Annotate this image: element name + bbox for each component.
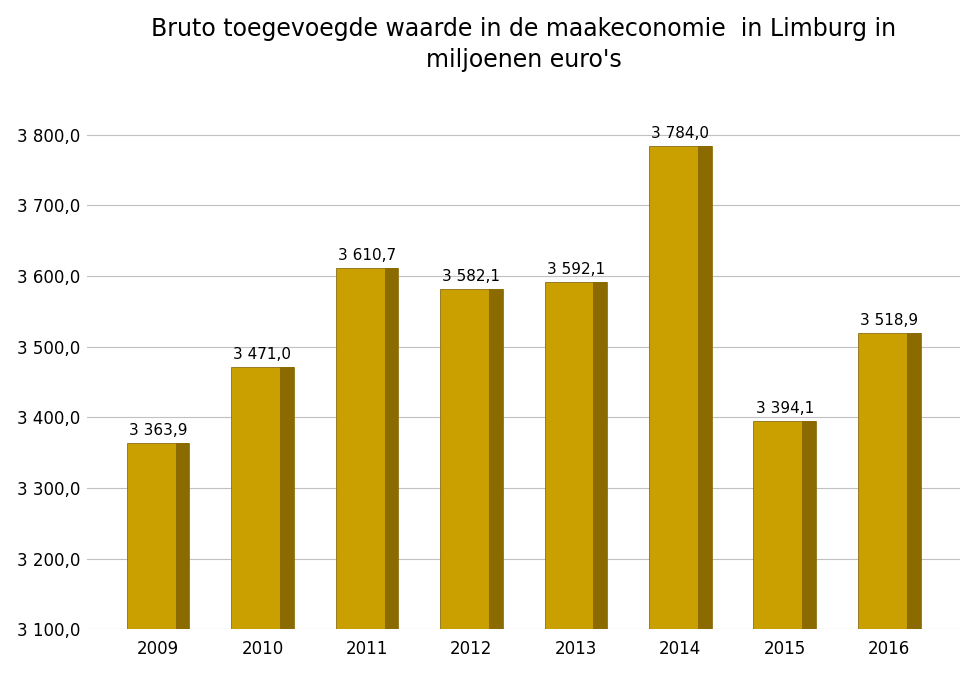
Bar bbox=[488, 289, 503, 629]
Bar bbox=[649, 146, 711, 629]
Text: 3 784,0: 3 784,0 bbox=[652, 126, 709, 141]
Bar bbox=[753, 421, 816, 629]
Text: 3 610,7: 3 610,7 bbox=[338, 248, 396, 263]
Bar bbox=[127, 443, 190, 629]
Title: Bruto toegevoegde waarde in de maakeconomie  in Limburg in
miljoenen euro's: Bruto toegevoegde waarde in de maakecono… bbox=[151, 17, 896, 72]
Bar bbox=[698, 146, 711, 629]
Bar bbox=[802, 421, 816, 629]
Bar bbox=[544, 281, 608, 629]
Bar bbox=[232, 367, 294, 629]
Bar bbox=[280, 367, 294, 629]
Text: 3 363,9: 3 363,9 bbox=[129, 423, 188, 438]
Bar bbox=[440, 289, 503, 629]
Text: 3 582,1: 3 582,1 bbox=[443, 269, 500, 284]
Bar bbox=[858, 333, 920, 629]
Text: 3 471,0: 3 471,0 bbox=[234, 347, 291, 362]
Bar bbox=[385, 269, 399, 629]
Bar bbox=[593, 281, 608, 629]
Bar bbox=[907, 333, 920, 629]
Text: 3 394,1: 3 394,1 bbox=[755, 402, 814, 416]
Text: 3 592,1: 3 592,1 bbox=[547, 262, 605, 277]
Bar bbox=[336, 269, 399, 629]
Bar bbox=[176, 443, 190, 629]
Text: 3 518,9: 3 518,9 bbox=[860, 313, 918, 328]
